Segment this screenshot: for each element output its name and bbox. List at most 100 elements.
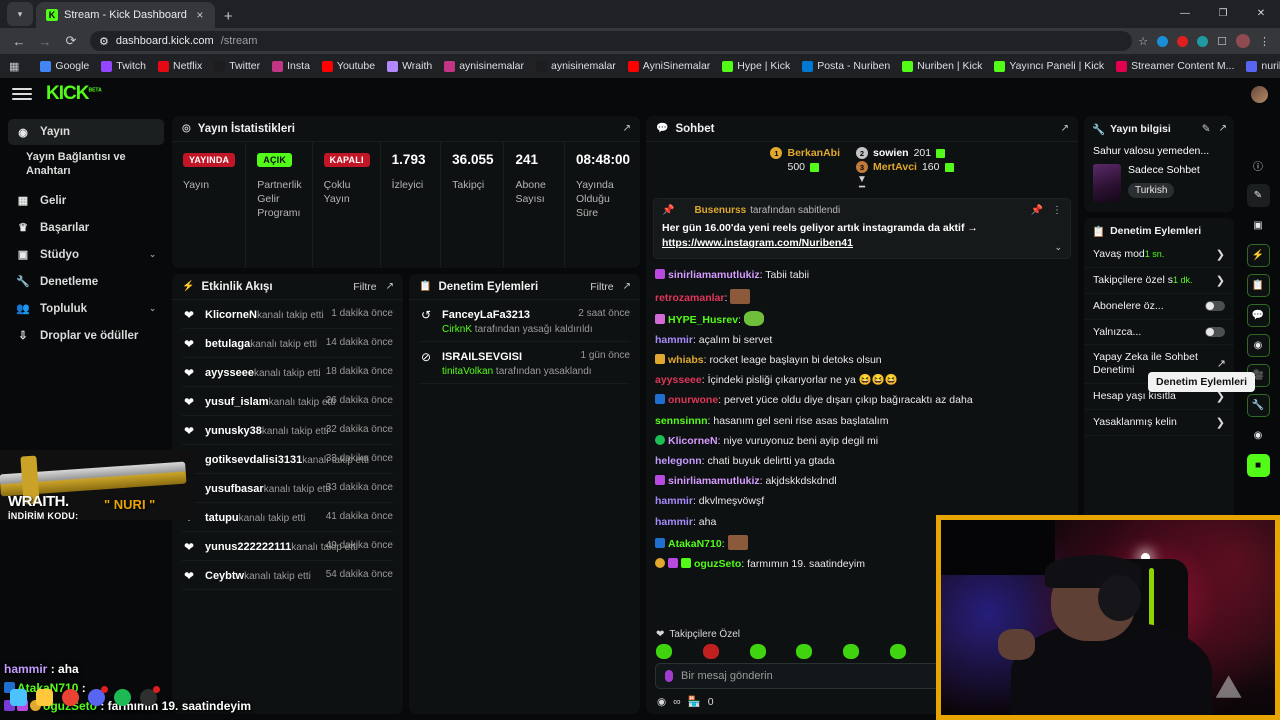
forward-icon[interactable]: → — [38, 33, 52, 49]
bookmark-item[interactable]: aynisinemalar — [438, 58, 530, 74]
browser-tab[interactable]: K Stream - Kick Dashboard × — [36, 2, 215, 28]
stream-key-link[interactable]: Yayın Bağlantısı ve Anahtarı — [26, 151, 126, 178]
reload-icon[interactable]: ⟳ — [65, 33, 77, 48]
extension-icon-2[interactable] — [1177, 35, 1189, 47]
bookmark-item[interactable]: Wraith — [381, 58, 438, 74]
leaderboard-entry[interactable]: 2 sowien 201 — [856, 147, 954, 159]
expand-icon[interactable]: ↗ — [622, 281, 631, 292]
user-name[interactable]: sinirliamamutlukiz — [668, 475, 760, 488]
bookmark-item[interactable]: Google — [34, 58, 95, 74]
bookmark-item[interactable]: nuriben - Channel S... — [1240, 58, 1280, 74]
close-window-button[interactable]: ✕ — [1256, 8, 1266, 19]
user-name[interactable]: AtakaN710 — [668, 537, 722, 550]
chrome-icon[interactable] — [62, 689, 79, 706]
list-item[interactable]: ❤ Ceybtwkanalı takip etti 54 dakika önce — [182, 561, 393, 590]
bookmark-item[interactable]: Twitch — [95, 58, 152, 74]
user-name[interactable]: hammir — [655, 515, 693, 528]
discord-icon[interactable] — [88, 686, 108, 706]
lightning-icon[interactable]: ⚡ — [1246, 244, 1270, 267]
bookmark-item[interactable]: Nuriben | Kick — [896, 58, 988, 74]
external-link-icon[interactable]: ↗ — [1216, 358, 1226, 371]
chevron-down-icon[interactable]: ⌄ — [149, 304, 156, 314]
user-name[interactable]: helegonn — [655, 454, 702, 467]
address-bar[interactable]: ⚙ dashboard.kick.com /stream — [90, 31, 1133, 51]
user-name[interactable]: sinirliamamutlukiz — [668, 269, 760, 282]
toggle-switch[interactable] — [1205, 301, 1225, 312]
setting-takipcilere-ozel[interactable]: Takipçilere özel s1 dk. ❯ — [1084, 268, 1234, 295]
close-icon[interactable]: × — [196, 8, 204, 22]
windows-start-icon[interactable] — [10, 689, 27, 706]
list-item[interactable]: ❤ betulagakanalı takip etti 14 dakika önce — [182, 329, 393, 358]
site-settings-icon[interactable]: ⚙ — [99, 35, 109, 48]
shop-icon[interactable]: 🏪 — [687, 696, 701, 708]
filter-button[interactable]: Filtre — [353, 280, 377, 293]
go-live-icon[interactable]: ■ — [1246, 454, 1270, 477]
chevron-right-icon[interactable]: ❯ — [1215, 275, 1225, 288]
microphone-icon[interactable] — [665, 670, 673, 682]
expand-icon[interactable]: ↗ — [1060, 123, 1069, 134]
list-item[interactable]: ↺ FanceyLaFa3213 CirknK tarafından yasağ… — [419, 300, 630, 342]
setting-hesap-yasi[interactable]: Hesap yaşı kısıtla ❯ — [1084, 384, 1234, 410]
filter-button[interactable]: Filtre — [590, 280, 614, 293]
bookmark-item[interactable]: Streamer Content M... — [1110, 58, 1240, 74]
bookmark-item[interactable]: Insta — [266, 58, 316, 74]
list-item[interactable]: ❤ ayysseeekanalı takip etti 18 dakika önce — [182, 358, 393, 387]
bookmark-item[interactable]: Twitter — [208, 58, 266, 74]
more-vertical-icon[interactable]: ⋮ — [1259, 35, 1270, 48]
sidebar-item-basarilar[interactable]: ♛ Başarılar — [8, 215, 164, 241]
emote-icon[interactable] — [843, 644, 860, 659]
file-explorer-icon[interactable] — [36, 689, 53, 706]
collapse-leaderboard-icon[interactable]: ▼ ━ — [857, 174, 867, 193]
minimize-button[interactable]: — — [1180, 8, 1190, 19]
emote-icon[interactable] — [749, 644, 766, 659]
emote-icon[interactable] — [796, 644, 813, 659]
leaderboard-entry[interactable]: 1 BerkanAbi — [770, 147, 840, 159]
toggle-switch[interactable] — [1205, 327, 1225, 338]
extension-icon-1[interactable] — [1157, 35, 1169, 47]
bookmark-star-icon[interactable]: ☆ — [1138, 35, 1149, 48]
spotify-icon[interactable] — [114, 689, 131, 706]
sidebar-item-droplar[interactable]: ⇩ Droplar ve ödüller — [8, 323, 164, 349]
emote-picker-icon[interactable]: ◉ — [657, 695, 667, 708]
user-name[interactable]: oguzSeto — [694, 557, 742, 570]
sidebar-item-topluluk[interactable]: 👥 Topluluk ⌄ — [8, 296, 164, 322]
pin-icon[interactable]: 📌 — [1030, 205, 1043, 216]
emote-icon[interactable] — [702, 644, 719, 659]
chat-bubble-icon[interactable]: 💬 — [1246, 304, 1270, 327]
expand-icon[interactable]: ↗ — [1218, 123, 1227, 134]
more-vertical-icon[interactable]: ⋮ — [1052, 205, 1062, 216]
chevron-right-icon[interactable]: ❯ — [1215, 390, 1225, 403]
infinity-icon[interactable]: ∞ — [673, 695, 681, 708]
bookmark-item[interactable]: aynisinemalar — [530, 58, 622, 74]
emote-icon[interactable] — [656, 644, 672, 659]
bookmark-item[interactable]: Yayıncı Paneli | Kick — [988, 58, 1110, 74]
bookmark-item[interactable]: Posta - Nuriben — [796, 58, 896, 74]
avatar[interactable] — [1251, 85, 1268, 103]
user-name[interactable]: onurwone — [668, 394, 719, 407]
setting-abonelere-ozel[interactable]: Abonelere öz... — [1084, 294, 1234, 320]
sidebar-item-yayin[interactable]: ◉ Yayın — [8, 119, 164, 145]
sidebar-item-denetleme[interactable]: 🔧 Denetleme — [8, 269, 164, 295]
chevron-right-icon[interactable]: ❯ — [1215, 416, 1225, 429]
emote-icon[interactable]: ◉ — [1253, 430, 1263, 441]
extension-icon-3[interactable] — [1197, 35, 1209, 47]
apps-grid-icon[interactable]: ▦ — [9, 60, 20, 73]
expand-icon[interactable]: ↗ — [385, 281, 394, 292]
list-item[interactable]: ⊘ ISRAILSEVGISI tinitaVolkan tarafından … — [419, 342, 630, 384]
pencil-icon[interactable]: ✎ — [1201, 123, 1211, 135]
list-item[interactable]: ❤ yunusky38kanalı takip etti 32 dakika önc… — [182, 416, 393, 445]
hamburger-icon[interactable] — [12, 88, 32, 100]
user-name[interactable]: KlicorneN — [668, 434, 718, 447]
chevron-down-icon[interactable]: ⌄ — [1054, 242, 1062, 253]
category-name[interactable]: Sadece Sohbet — [1128, 164, 1200, 177]
setting-yalnizca[interactable]: Yalnızca... — [1084, 320, 1234, 346]
sidebar-item-gelir[interactable]: ▦ Gelir — [8, 188, 164, 214]
app-icon[interactable] — [140, 686, 160, 706]
chevron-down-icon[interactable]: ⌄ — [149, 250, 156, 260]
user-name[interactable]: hammir — [655, 495, 693, 508]
sidebar-item-studyo[interactable]: ▣ Stüdyo ⌄ — [8, 242, 164, 268]
pencil-icon[interactable]: ✎ — [1246, 184, 1270, 207]
bookmark-item[interactable]: Youtube — [316, 58, 381, 74]
